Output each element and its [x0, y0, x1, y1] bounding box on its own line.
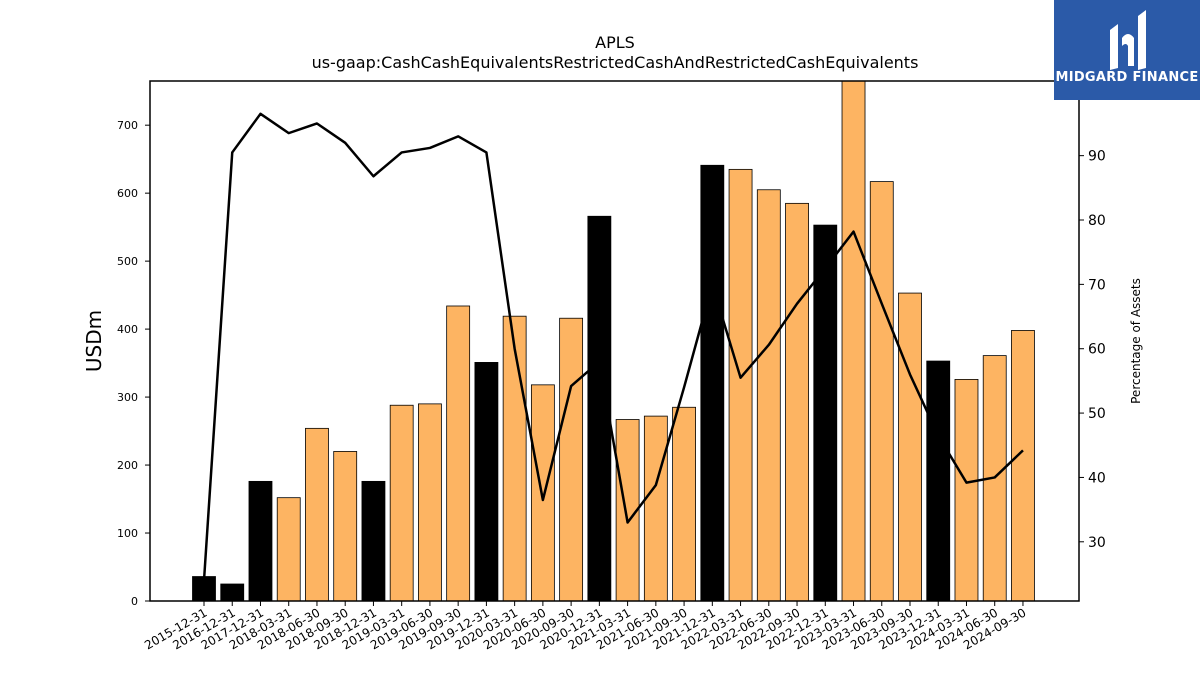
y2-tick-label: 50 [1088, 406, 1106, 422]
bar-group [192, 80, 1035, 602]
bar-2020-09-30 [559, 317, 584, 602]
bar-2022-09-30 [785, 202, 809, 602]
y2-tick-label: 40 [1088, 470, 1106, 486]
y-tick-label: 100 [117, 527, 138, 540]
y-tick-label: 300 [117, 391, 138, 404]
bar-2024-03-31 [954, 379, 979, 602]
y2-tick-label: 70 [1088, 277, 1106, 293]
logo-mark-icon [1110, 10, 1146, 70]
bar-2020-03-31 [502, 315, 527, 602]
bar-2016-12-31 [220, 583, 245, 602]
bar-2023-03-31 [841, 80, 866, 602]
bar-2019-12-31 [474, 362, 499, 602]
plot-frame [149, 80, 1080, 602]
y2-axis-ticks: 30 40 50 60 70 80 90 [1079, 149, 1106, 551]
bar-2023-12-31 [926, 360, 951, 602]
y2-tick-label: 60 [1088, 342, 1106, 358]
y-axis-ticks: 0 100 200 300 400 500 600 700 [117, 119, 150, 608]
bar-2022-03-31 [728, 168, 753, 602]
y2-tick-label: 90 [1088, 149, 1106, 165]
bar-2021-12-31 [700, 164, 725, 602]
bar-2019-09-30 [446, 305, 471, 602]
y-tick-label: 0 [131, 595, 138, 608]
y2-tick-label: 30 [1088, 535, 1106, 551]
logo: MIDGARD FINANCE [1054, 0, 1200, 100]
line-group [202, 112, 1024, 581]
y2-axis-label: Percentage of Assets [1129, 278, 1143, 404]
y-tick-label: 700 [117, 119, 138, 132]
y-axis-label: USDm [82, 310, 106, 372]
y-tick-label: 500 [117, 255, 138, 268]
bar-2023-09-30 [898, 292, 922, 602]
bar-2017-12-31 [248, 480, 273, 602]
x-axis-ticks: 2015-12-312016-12-312017-12-312018-03-31… [142, 601, 1028, 652]
bar-2021-09-30 [672, 406, 696, 602]
logo-text: MIDGARD FINANCE [1055, 70, 1198, 85]
y-tick-label: 600 [117, 187, 138, 200]
bar-2021-06-30 [643, 415, 668, 602]
y-tick-label: 200 [117, 459, 138, 472]
bar-2022-06-30 [756, 189, 781, 602]
bar-2018-06-30 [305, 427, 329, 602]
bar-2019-06-30 [418, 403, 442, 602]
bar-2020-06-30 [530, 384, 555, 602]
bar-2018-12-31 [361, 480, 386, 602]
y-tick-label: 400 [117, 323, 138, 336]
bar-2024-09-30 [1011, 330, 1035, 602]
chart-subtitle: us-gaap:CashCashEquivalentsRestrictedCas… [312, 53, 919, 72]
bar-2018-09-30 [333, 451, 358, 602]
bar-2018-03-31 [276, 497, 301, 602]
bar-2022-12-31 [813, 224, 838, 602]
chart-title: APLS [595, 33, 635, 52]
y2-tick-label: 80 [1088, 213, 1106, 229]
bar-2019-03-31 [389, 404, 414, 602]
percentage-line [202, 112, 1024, 581]
bar-2023-06-30 [869, 181, 894, 602]
logo-background [1054, 0, 1200, 100]
